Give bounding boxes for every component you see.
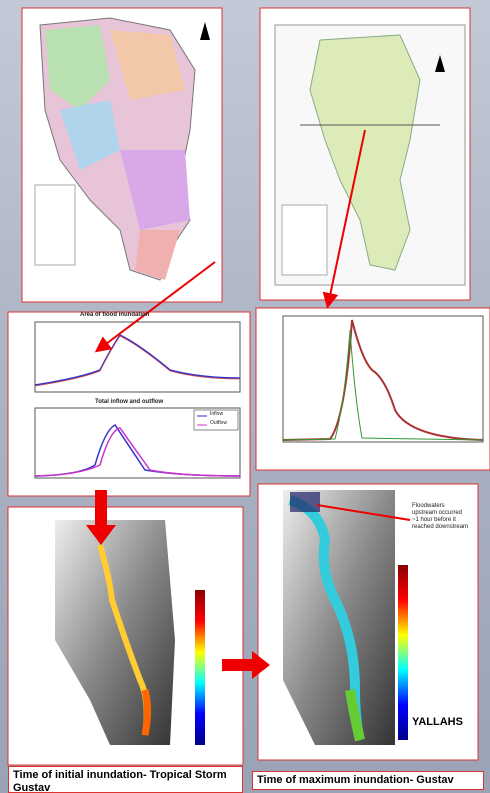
legend-entry: Outflow	[210, 420, 227, 426]
location-label: YALLAHS	[412, 716, 463, 728]
annotation: Floodwaters upstream occurred ~1 hour be…	[412, 503, 470, 531]
legend-entry: Inflow	[210, 411, 223, 417]
watershed-map-right	[260, 8, 470, 300]
caption: Time of initial inundation- Tropical Sto…	[8, 766, 243, 793]
caption: Time of maximum inundation- Gustav	[252, 771, 484, 790]
watershed-map-left	[22, 8, 222, 302]
chart-title: Area of flood inundation	[80, 312, 149, 318]
inundation-initial	[8, 507, 243, 765]
figure	[0, 0, 490, 793]
hydrograph-right	[256, 308, 490, 470]
page: Area of flood inundation Total inflow an…	[0, 0, 490, 793]
chart-title: Total inflow and outflow	[95, 399, 163, 405]
